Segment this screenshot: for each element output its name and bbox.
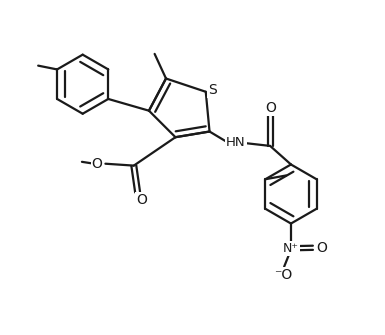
Text: S: S xyxy=(208,83,217,97)
Text: O: O xyxy=(92,157,102,171)
Text: O: O xyxy=(316,241,327,255)
Text: HN: HN xyxy=(226,136,246,149)
Text: N⁺: N⁺ xyxy=(283,243,299,255)
Text: ⁻O: ⁻O xyxy=(274,268,293,282)
Text: O: O xyxy=(265,101,276,115)
Text: O: O xyxy=(136,193,147,207)
